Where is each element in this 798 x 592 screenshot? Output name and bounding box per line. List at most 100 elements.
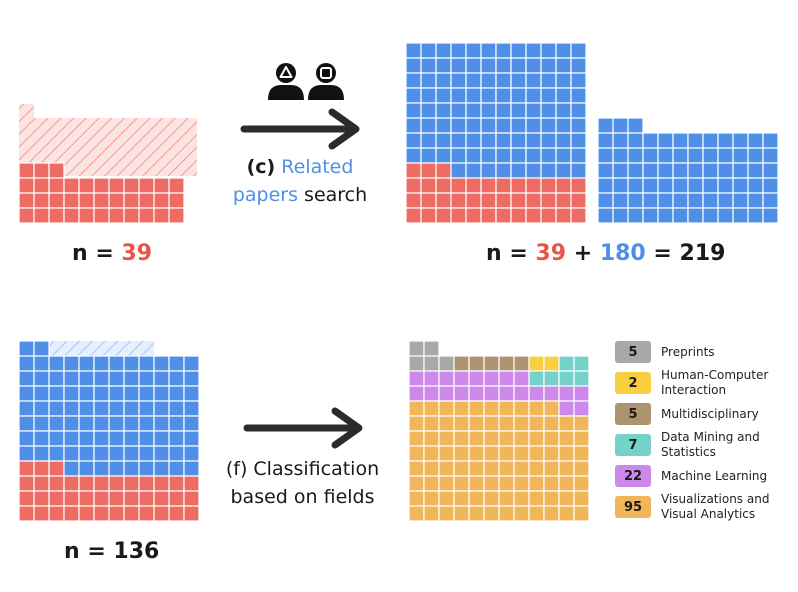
waffle-cell-visualization — [513, 490, 530, 507]
waffle-cell-original — [108, 192, 125, 209]
waffle-cell-visualization — [573, 475, 590, 492]
waffle-cell-related — [153, 430, 170, 447]
waffle-cell-original — [525, 207, 542, 224]
waffle-cell-visualization — [498, 430, 515, 447]
waffle-cell-related — [510, 57, 527, 74]
waffle-cell-related — [480, 57, 497, 74]
waffle-cell-visualization — [408, 445, 425, 462]
waffle-cell-original — [63, 192, 80, 209]
waffle-cell-visualization — [483, 415, 500, 432]
waffle-cell-visualization — [453, 430, 470, 447]
step-f-line1: (f) Classification — [225, 458, 380, 480]
waffle-cell-original — [495, 177, 512, 194]
waffle-cell-related — [48, 385, 65, 402]
waffle-cell-related — [495, 57, 512, 74]
waffle-cell-related — [18, 415, 35, 432]
legend-item: 5 Preprints — [615, 341, 795, 363]
legend-count: 22 — [615, 465, 651, 487]
waffle-cell-original — [33, 162, 50, 179]
waffle-cell-original — [540, 192, 557, 209]
waffle-cell-visualization — [438, 445, 455, 462]
waffle-cell-original — [93, 505, 110, 522]
waffle-cell-related — [435, 42, 452, 59]
waffle-cell-original — [93, 490, 110, 507]
waffle-cell-visualization — [423, 415, 440, 432]
legend-label: Machine Learning — [661, 468, 768, 483]
waffle-cell-related — [93, 370, 110, 387]
step-c-word-search: search — [304, 184, 368, 206]
waffle-cell-related — [138, 445, 155, 462]
waffle-cell-related — [540, 147, 557, 164]
waffle-cell-related — [183, 355, 200, 372]
waffle-cell-related — [183, 445, 200, 462]
waffle-cell-original — [405, 162, 422, 179]
waffle-cell-original — [123, 505, 140, 522]
waffle-cell-related — [597, 162, 614, 179]
waffle-cell-related — [420, 57, 437, 74]
waffle-cell-visualization — [453, 475, 470, 492]
waffle-cell-related — [48, 445, 65, 462]
waffle-cell-related — [108, 415, 125, 432]
waffle-cell-related — [540, 57, 557, 74]
waffle-cell-original — [570, 177, 587, 194]
waffle-cell-visualization — [543, 505, 560, 522]
waffle-cell-related — [612, 192, 629, 209]
waffle-cell-machine-learning — [468, 370, 485, 387]
waffle-cell-related — [63, 430, 80, 447]
waffle-cell-original — [138, 192, 155, 209]
waffle-cell-visualization — [483, 490, 500, 507]
waffle-cell-visualization — [453, 445, 470, 462]
waffle-cell-related — [525, 42, 542, 59]
waffle-cell-related — [525, 162, 542, 179]
waffle-cell-machine-learning — [573, 400, 590, 417]
waffle-cell-original — [525, 192, 542, 209]
waffle-cell-visualization — [483, 460, 500, 477]
waffle-cell-related — [168, 430, 185, 447]
waffle-cell-related — [405, 87, 422, 104]
waffle-cell-related — [555, 162, 572, 179]
step-c-word-related: Related — [281, 156, 354, 178]
waffle-cell-original — [108, 177, 125, 194]
waffle-cell-related — [138, 355, 155, 372]
waffle-cell-visualization — [498, 505, 515, 522]
waffle-cell-related — [465, 57, 482, 74]
waffle-cell-related — [555, 42, 572, 59]
waffle-cell-original — [480, 207, 497, 224]
legend-count: 2 — [615, 372, 651, 394]
waffle-cell-related — [540, 102, 557, 119]
waffle-cell-related — [672, 177, 689, 194]
waffle-cell-related — [570, 102, 587, 119]
waffle-cell-machine-learning — [423, 370, 440, 387]
waffle-cell-related — [510, 147, 527, 164]
waffle-cell-preprint — [423, 355, 440, 372]
waffle-cell-visualization — [573, 415, 590, 432]
waffle-cell-related — [672, 192, 689, 209]
waffle-cell-related — [495, 147, 512, 164]
waffle-cell-related — [747, 162, 764, 179]
waffle-cell-visualization — [438, 505, 455, 522]
waffle-cell-visualization — [573, 505, 590, 522]
legend-item: 2 Human-Computer Interaction — [615, 368, 795, 397]
waffle-cell-related — [138, 415, 155, 432]
waffle-cell-machine-learning — [408, 385, 425, 402]
waffle-cell-visualization — [498, 490, 515, 507]
waffle-cell-original — [168, 207, 185, 224]
waffle-cell-related — [18, 385, 35, 402]
waffle-cell-related — [405, 42, 422, 59]
waffle-cell-original — [555, 207, 572, 224]
waffle-cell-related — [495, 162, 512, 179]
waffle-cell-original — [18, 207, 35, 224]
waffle-cell-related — [63, 445, 80, 462]
waffle-cell-related — [450, 57, 467, 74]
waffle-cell-related — [123, 355, 140, 372]
waffle-cell-related — [138, 370, 155, 387]
waffle-cell-visualization — [528, 415, 545, 432]
waffle-cell-related — [138, 400, 155, 417]
count-initial-value: 39 — [121, 241, 153, 266]
waffle-cell-original — [420, 177, 437, 194]
waffle-cell-machine-learning — [528, 385, 545, 402]
waffle-cell-original — [420, 192, 437, 209]
waffle-cell-related — [762, 177, 779, 194]
waffle-cell-visualization — [543, 415, 560, 432]
waffle-cell-original — [78, 207, 95, 224]
